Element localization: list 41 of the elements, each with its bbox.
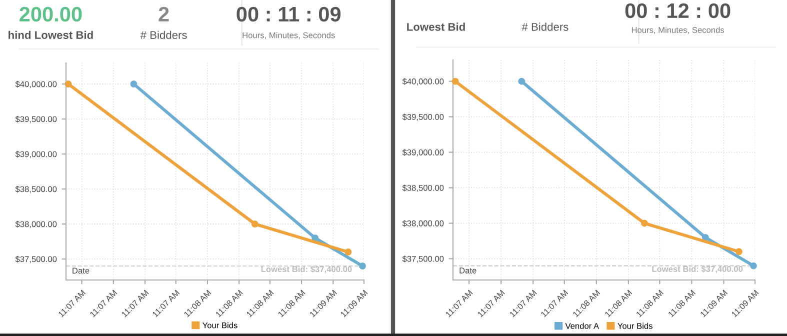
y-tick-label: $38,500.00 (402, 184, 444, 192)
ref-line-label: Lowest Bid: $37,400.00 (652, 266, 743, 274)
y-tick-label: $39,000.00 (402, 149, 444, 156)
y-tick-label: $38,000.00 (15, 220, 57, 228)
y-tick-label: $39,500.00 (402, 114, 444, 121)
point (702, 234, 709, 241)
point (130, 80, 138, 88)
text: 2 (158, 6, 169, 22)
point (640, 220, 648, 227)
text: Lowest Bid (407, 22, 465, 31)
point (736, 248, 742, 256)
point (64, 80, 72, 88)
legend-label: Vendor A (565, 322, 600, 329)
point (452, 78, 459, 85)
y-tick-label: $37,500.00 (402, 256, 444, 263)
y-tick-label: $40,000.00 (402, 78, 444, 86)
text: 00 : 11 : 09 (236, 6, 341, 22)
point (359, 262, 366, 270)
point (750, 262, 757, 270)
y-tick-label: $37,500.00 (15, 256, 57, 264)
text: # Bidders (140, 30, 187, 39)
ref-line-label: Lowest Bid: $37,400.00 (261, 266, 352, 274)
text: Hours, Minutes, Seconds (632, 26, 724, 34)
x-axis-title: Date (460, 268, 476, 274)
y-tick-label: $39,000.00 (15, 150, 57, 158)
y-tick-label: $38,500.00 (15, 186, 57, 194)
legend-label: Your Bids (202, 322, 238, 328)
x-axis-title: Date (72, 268, 90, 274)
text: 00 : 12 : 00 (625, 3, 730, 18)
y-tick-label: $39,500.00 (15, 116, 57, 124)
text: hind Lowest Bid (8, 30, 93, 39)
text: 200.00 (20, 6, 82, 22)
y-tick-label: $40,000.00 (15, 80, 57, 88)
text: Hours, Minutes, Seconds (242, 32, 335, 40)
legend-label: Your Bids (618, 322, 652, 329)
y-tick-label: $38,000.00 (402, 220, 444, 228)
point (344, 248, 352, 256)
point (518, 78, 526, 85)
text: # Bidders (522, 22, 568, 31)
point (312, 234, 319, 242)
point (251, 220, 258, 228)
